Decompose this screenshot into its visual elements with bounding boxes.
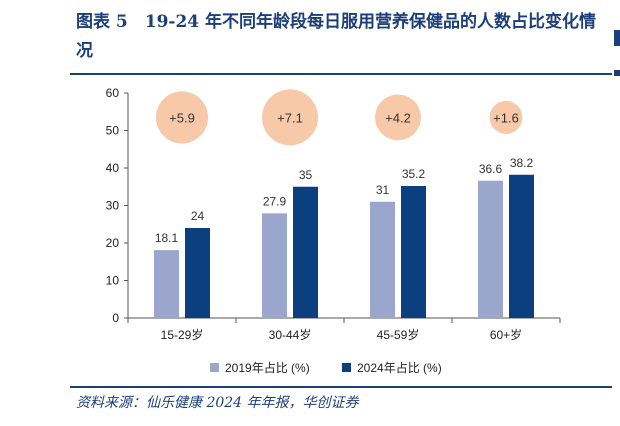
bar-2019: [478, 180, 503, 318]
change-bubble: [155, 91, 209, 144]
bar-2024: [401, 186, 426, 318]
data-label: 31: [376, 183, 390, 197]
x-tick-label: 60+岁: [490, 327, 522, 342]
change-bubble: [375, 94, 421, 141]
bar-2019: [262, 213, 287, 318]
x-tick-label: 30-44岁: [269, 327, 312, 342]
data-label: 38.2: [510, 156, 534, 170]
y-tick-label: 40: [106, 161, 120, 175]
data-label: 24: [191, 209, 205, 223]
data-label: 27.9: [263, 194, 287, 208]
data-label: 18.1: [155, 231, 179, 245]
y-tick-label: 50: [106, 124, 120, 138]
legend-swatch-2019: [210, 363, 219, 372]
legend-label-2024: 2024年占比 (%): [357, 360, 442, 375]
change-bubble-label: +4.2: [385, 110, 411, 125]
y-tick-label: 30: [106, 199, 120, 213]
legend-swatch-2024: [342, 363, 351, 372]
y-tick-label: 0: [112, 311, 119, 325]
y-tick-label: 20: [106, 236, 120, 250]
y-tick-label: 10: [106, 274, 120, 288]
x-tick-label: 15-29岁: [161, 327, 204, 342]
x-tick-label: 45-59岁: [377, 327, 420, 342]
source-note: 资料来源：仙乐健康 2024 年年报，华创证券: [76, 395, 359, 411]
data-label: 35.2: [402, 167, 426, 181]
change-bubble: [262, 89, 318, 146]
bar-2024: [185, 228, 210, 318]
source-divider: [70, 386, 612, 388]
data-label: 36.6: [479, 162, 503, 176]
change-bubble-label: +1.6: [493, 110, 519, 125]
change-bubble-label: +5.9: [169, 110, 195, 125]
legend-label-2019: 2019年占比 (%): [225, 360, 310, 375]
change-bubble-label: +7.1: [277, 110, 303, 125]
change-bubble: [489, 100, 523, 134]
data-label: 35: [299, 168, 313, 182]
side-mark-top: [614, 30, 620, 46]
bar-2024: [293, 186, 318, 318]
y-tick-label: 60: [106, 86, 120, 100]
bar-2019: [370, 201, 395, 318]
bar-2024: [509, 174, 534, 318]
title-divider: [70, 73, 612, 75]
bar-2019: [154, 250, 179, 318]
side-mark-mid: [614, 70, 620, 76]
chart-title: 图表 5 19-24 年不同年龄段每日服用营养保健品的人数占比变化情况: [76, 12, 597, 61]
